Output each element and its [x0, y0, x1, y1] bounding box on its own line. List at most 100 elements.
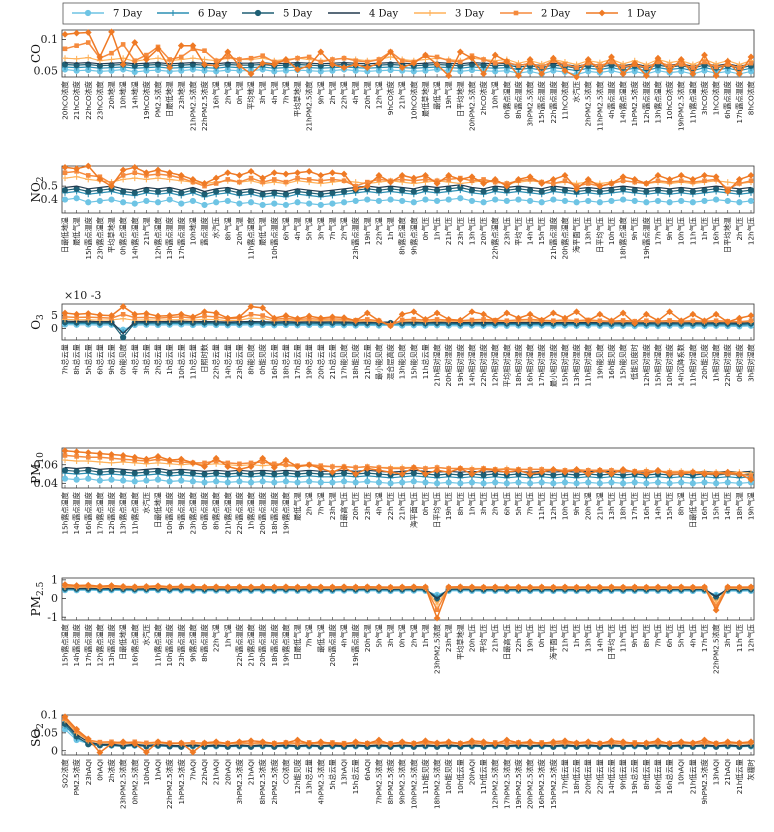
data-point: [387, 48, 394, 56]
data-point: [340, 199, 348, 206]
data-point: [144, 52, 149, 58]
legend-label: 2 Day: [541, 9, 571, 20]
data-point: [189, 459, 197, 467]
data-point: [329, 61, 336, 68]
x-tick-label: 9h露点温度: [188, 624, 197, 662]
data-point: [574, 318, 579, 324]
data-point: [166, 740, 174, 747]
x-tick-label: 22h露点温度: [549, 81, 558, 123]
data-point: [155, 55, 162, 62]
data-point: [363, 465, 371, 472]
data-point: [375, 197, 383, 205]
x-tick-label: 20h气温: [584, 492, 593, 520]
data-point: [120, 469, 127, 476]
data-point: [108, 459, 115, 466]
x-tick-label: 19h露点温度: [281, 624, 290, 666]
x-tick-label: 20h露点温度: [258, 624, 267, 666]
data-point: [655, 59, 661, 65]
x-tick-label: 17h露点温度: [95, 492, 104, 534]
data-point: [515, 466, 522, 474]
legend-label: 6 Day: [198, 9, 228, 20]
x-tick-label: 7h气温: [316, 492, 325, 516]
data-point: [608, 583, 615, 591]
data-point: [317, 172, 325, 179]
data-point: [573, 480, 580, 487]
data-point: [282, 478, 290, 485]
data-point: [551, 181, 556, 186]
x-tick-label: 9h气压: [630, 217, 639, 241]
data-point: [724, 583, 732, 591]
x-tick-label: 1h相对湿度: [712, 344, 721, 382]
data-point: [423, 466, 428, 471]
data-point: [271, 177, 277, 182]
x-tick-label: 14h露点温度: [619, 81, 628, 123]
x-tick-label: 14h露点温度: [72, 624, 81, 666]
x-tick-label: 1h总云量: [165, 344, 174, 375]
data-point: [237, 461, 242, 467]
legend-label: 3 Day: [455, 9, 485, 20]
data-point: [365, 317, 370, 322]
x-tick-label: 0h气压: [421, 492, 430, 516]
x-tick-label: 19h能见度: [595, 344, 604, 379]
data-point: [62, 467, 69, 474]
data-point: [318, 59, 324, 65]
x-tick-label: 22h露点温度: [491, 217, 500, 259]
data-point: [212, 454, 220, 462]
x-tick-label: 5h气温: [305, 217, 314, 241]
data-point: [224, 314, 232, 322]
data-point: [189, 42, 197, 50]
data-point: [340, 740, 348, 748]
data-point: [201, 463, 208, 471]
y-tick-label: 0.4: [41, 193, 59, 206]
x-tick-label: 19h总云量: [630, 759, 639, 794]
data-point: [585, 187, 592, 194]
x-tick-label: 22h露点温度: [235, 624, 244, 666]
data-point: [631, 583, 639, 591]
data-point: [642, 739, 650, 747]
x-tick-label: 1hCO浓度: [712, 81, 721, 115]
data-point: [294, 463, 301, 471]
x-tick-label: 9hPM2.5浓度: [700, 759, 709, 804]
x-tick-label: 16h能见度: [607, 344, 616, 379]
x-tick-label: 1h气压: [700, 217, 709, 241]
data-point: [538, 479, 545, 486]
data-point: [212, 738, 220, 746]
data-point: [445, 583, 453, 591]
data-point: [491, 317, 499, 325]
data-point: [375, 59, 383, 67]
data-point: [445, 196, 452, 203]
data-point: [154, 476, 162, 483]
x-tick-label: 8h露点温度: [398, 217, 407, 255]
data-point: [562, 178, 568, 184]
data-point: [306, 54, 312, 60]
data-point: [491, 583, 499, 591]
data-point: [549, 54, 557, 62]
data-point: [73, 476, 80, 483]
data-point: [550, 471, 557, 479]
data-point: [446, 466, 451, 471]
data-point: [108, 476, 115, 483]
x-tick-label: 9h露点温度: [409, 217, 418, 255]
x-tick-label: 19h气温: [363, 217, 372, 245]
x-tick-label: 20h气压: [467, 624, 476, 652]
x-tick-label: 22h总云量: [212, 344, 221, 379]
x-tick-label: 11h气压: [735, 624, 744, 652]
data-point: [422, 316, 429, 323]
x-tick-label: 水汽压: [142, 492, 151, 514]
x-tick-label: 23h地温: [177, 81, 186, 109]
data-point: [120, 477, 127, 484]
data-point: [492, 479, 499, 486]
x-tick-label: 日平均气压: [607, 624, 616, 660]
data-point: [282, 201, 290, 209]
data-point: [212, 309, 220, 317]
data-point: [74, 43, 79, 48]
x-tick-label: 21h露点温度: [223, 492, 232, 534]
x-tick-label: 23h露点温度: [95, 217, 104, 259]
legend-label: 5 Day: [283, 9, 313, 20]
data-point: [468, 470, 476, 478]
x-tick-label: 23h气温: [444, 624, 453, 652]
data-point: [259, 738, 267, 746]
data-point: [247, 737, 255, 745]
x-tick-label: 8h露点温度: [514, 81, 523, 119]
axis-frame: [61, 447, 755, 489]
